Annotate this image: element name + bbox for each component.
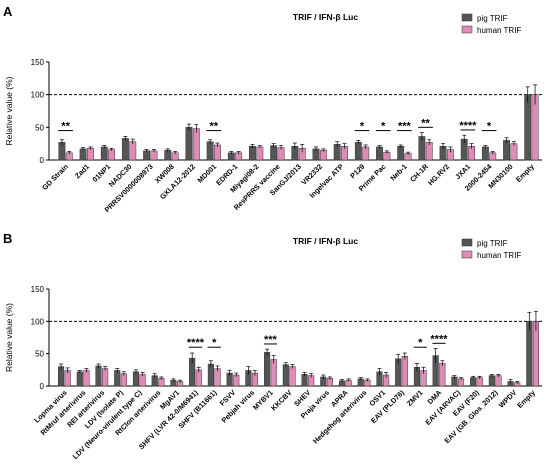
bar xyxy=(214,368,221,387)
significance-label: ** xyxy=(61,121,70,133)
bar xyxy=(214,144,221,161)
bar xyxy=(122,138,129,161)
bar xyxy=(401,356,408,387)
x-tick-label: HG.RV2 xyxy=(426,162,451,187)
bar xyxy=(354,142,362,161)
bar xyxy=(207,363,214,387)
bar xyxy=(397,146,405,161)
legend-label: pig TRIF xyxy=(477,14,508,23)
bar xyxy=(270,359,277,387)
bar xyxy=(481,146,489,161)
bar xyxy=(532,321,540,387)
y-tick-label: 150 xyxy=(31,285,45,294)
legend-label: human TRIF xyxy=(477,251,521,260)
panel-label: A xyxy=(3,4,13,19)
bar xyxy=(83,370,90,387)
bar xyxy=(289,366,296,387)
legend-label: human TRIF xyxy=(477,26,521,35)
legend-swatch xyxy=(461,25,473,34)
significance-label: *** xyxy=(398,121,412,133)
y-axis-label: Relative value (%) xyxy=(4,303,14,372)
bar xyxy=(150,150,158,161)
bar xyxy=(526,321,533,387)
x-tick-label: GD Strain xyxy=(40,162,70,192)
y-tick-label: 0 xyxy=(40,156,45,165)
legend-swatch xyxy=(461,238,473,247)
bar xyxy=(206,141,214,161)
x-tick-label: Empty xyxy=(514,162,536,184)
bar xyxy=(264,352,271,387)
bar xyxy=(132,371,140,387)
x-tick-label: KKCBV xyxy=(269,388,294,413)
chart-title: TRIF / IFN-β Luc xyxy=(293,12,358,22)
panel-1: B TRIF / IFN-β Luc pig TRIF human TRIF 0 50 10… xyxy=(3,231,542,461)
significance-label: **** xyxy=(430,333,448,345)
y-axis-label: Relative value (%) xyxy=(4,76,14,145)
x-tick-label: Zad1 xyxy=(73,162,91,180)
bar xyxy=(87,147,94,161)
y-tick-label: 0 xyxy=(40,382,45,391)
y-tick-label: 50 xyxy=(35,123,44,132)
legend-swatch xyxy=(461,13,473,22)
bar xyxy=(114,370,121,387)
bar xyxy=(143,150,151,161)
x-tick-label: P129 xyxy=(348,162,366,180)
y-tick-label: 100 xyxy=(31,91,45,100)
y-tick-label: 150 xyxy=(31,58,45,67)
bar xyxy=(510,143,518,161)
x-tick-label: ZMV1 xyxy=(405,388,425,408)
bar xyxy=(503,140,510,161)
bar xyxy=(79,148,87,161)
x-tick-label: Neb-1 xyxy=(388,162,408,182)
significance-label: ** xyxy=(210,121,219,133)
panel-0: A TRIF / IFN-β Luc pig TRIF human TRIF 0 50 10… xyxy=(3,4,542,214)
bar xyxy=(102,368,109,387)
bar xyxy=(100,146,108,161)
legend-label: pig TRIF xyxy=(477,239,508,248)
x-tick-label: JXA1 xyxy=(453,162,472,181)
y-tick-label: 50 xyxy=(35,350,44,359)
bar xyxy=(164,149,172,161)
panel-label: B xyxy=(3,231,12,246)
significance-label: **** xyxy=(187,337,205,349)
significance-label: * xyxy=(360,121,365,133)
significance-label: * xyxy=(487,121,492,133)
bar xyxy=(58,142,66,161)
bar xyxy=(249,146,256,161)
bar xyxy=(495,375,502,387)
significance-label: **** xyxy=(459,120,477,132)
significance-label: * xyxy=(212,337,217,349)
x-tick-label: WPDV xyxy=(497,388,519,410)
bar xyxy=(192,128,200,161)
bar xyxy=(185,127,193,161)
bar xyxy=(439,363,446,387)
bar xyxy=(76,371,83,387)
chart-title: TRIF / IFN-β Luc xyxy=(293,236,358,246)
bar xyxy=(319,149,327,161)
x-tick-label: Empty xyxy=(515,388,537,410)
bar xyxy=(451,376,458,387)
bar xyxy=(362,146,370,161)
bar xyxy=(108,149,116,161)
bar xyxy=(95,365,102,387)
bar xyxy=(57,366,65,387)
bar xyxy=(256,146,264,161)
significance-label: * xyxy=(418,337,423,349)
bar xyxy=(524,94,532,161)
bar xyxy=(282,364,289,387)
bar xyxy=(129,141,137,161)
significance-label: ** xyxy=(421,117,430,129)
bar xyxy=(488,375,495,387)
bar xyxy=(425,142,433,161)
bar xyxy=(376,146,383,161)
significance-label: *** xyxy=(264,334,278,346)
legend-swatch xyxy=(461,250,473,259)
y-tick-label: 100 xyxy=(31,317,45,326)
bar xyxy=(270,145,278,161)
significance-label: * xyxy=(381,121,386,133)
